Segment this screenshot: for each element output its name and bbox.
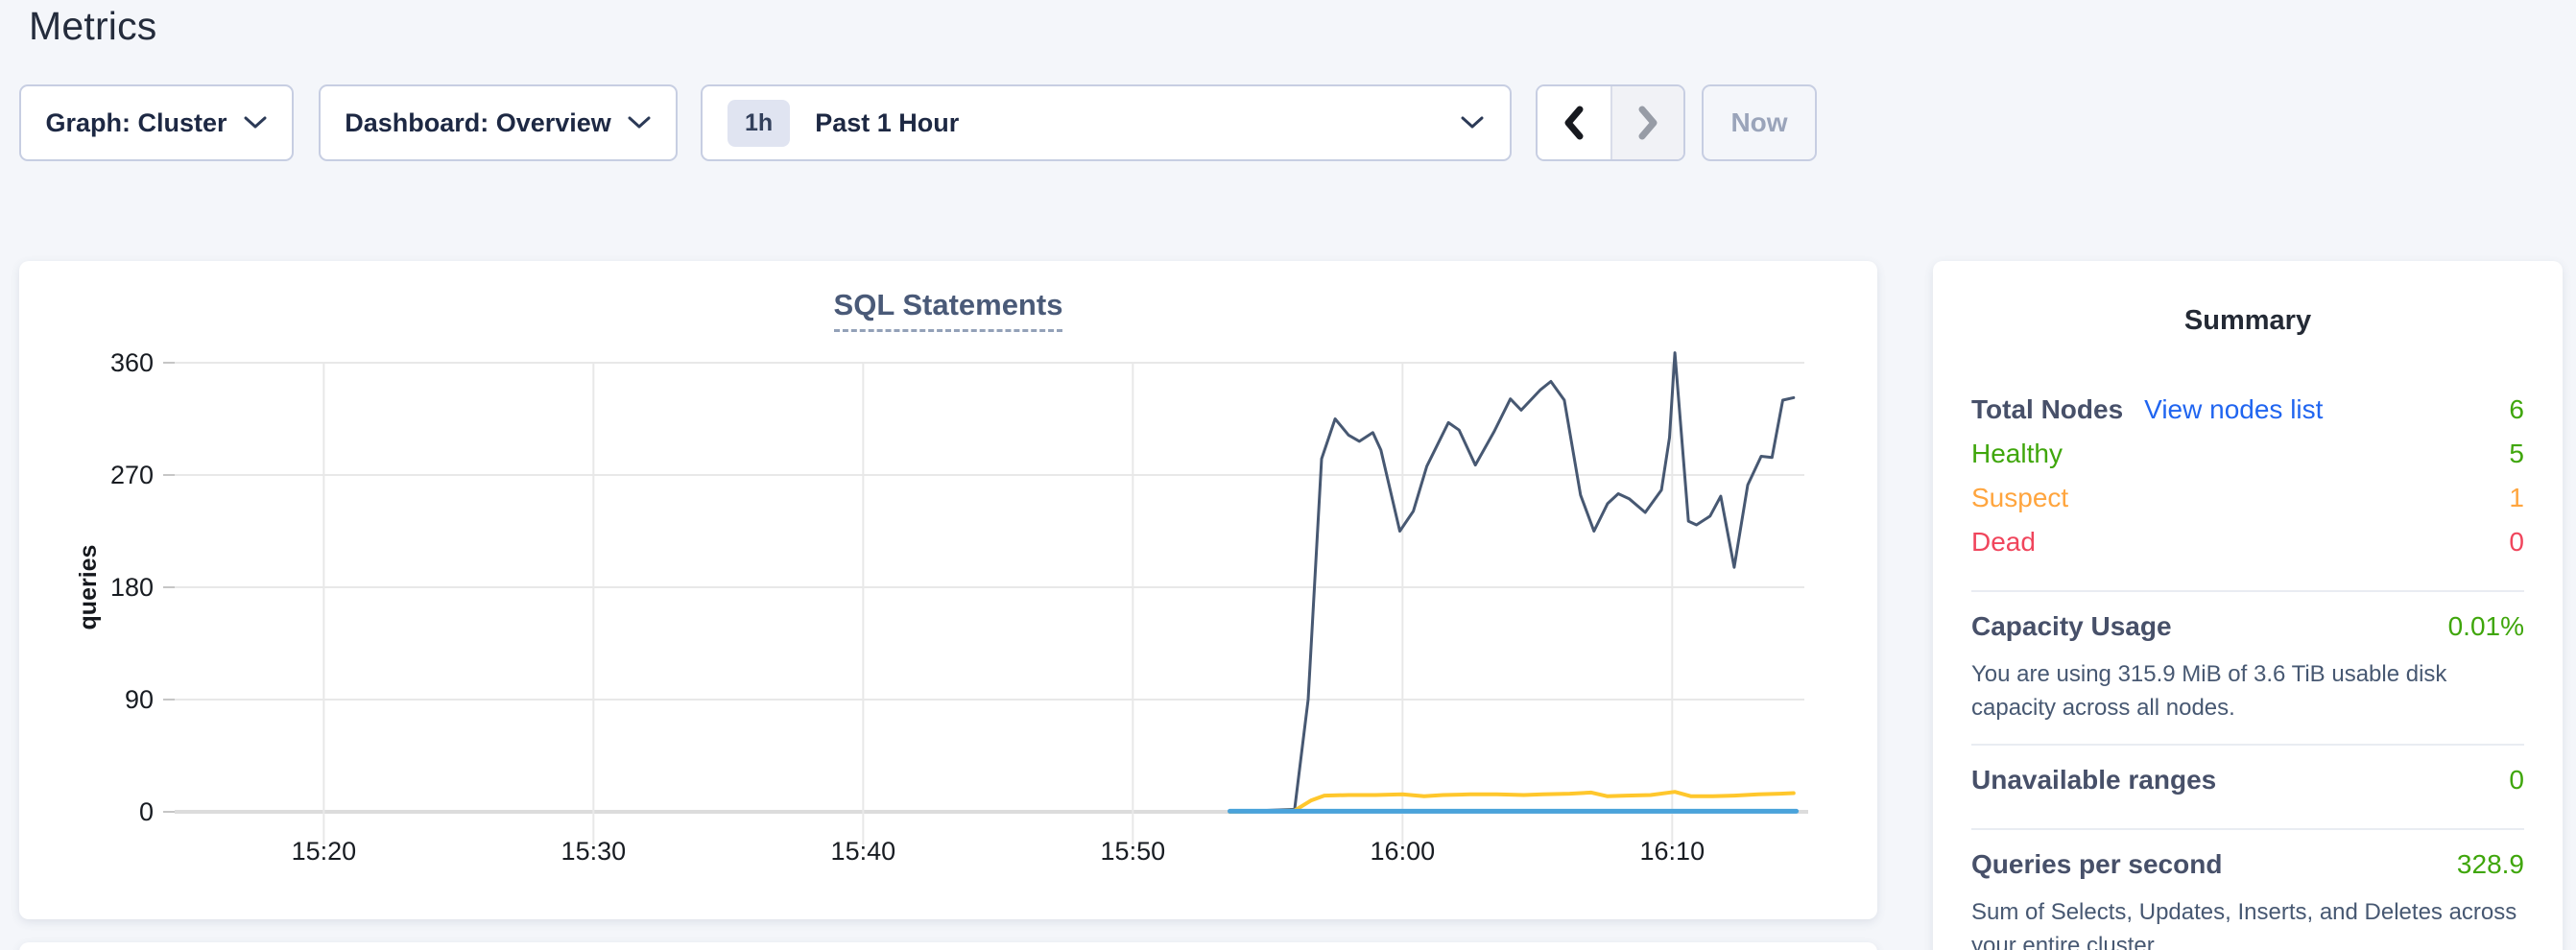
graph-dropdown[interactable]: Graph: Cluster <box>19 84 294 161</box>
view-nodes-list-link[interactable]: View nodes list <box>2144 394 2324 424</box>
queries-per-second-description: Sum of Selects, Updates, Inserts, and De… <box>1971 899 2517 950</box>
suspect-nodes-row: Suspect 1 <box>1971 483 2524 527</box>
svg-text:180: 180 <box>110 573 154 602</box>
next-chart-card-partial <box>19 942 1877 950</box>
healthy-label: Healthy <box>1971 439 2063 468</box>
summary-title: Summary <box>2183 305 2312 336</box>
chevron-left-icon <box>1564 106 1584 140</box>
toolbar: Graph: Cluster Dashboard: Overview 1h Pa… <box>0 84 2576 161</box>
total-nodes-value: 6 <box>2509 394 2524 424</box>
time-range-label: Past 1 Hour <box>815 107 960 137</box>
chevron-right-icon <box>1638 106 1658 140</box>
time-range-selector[interactable]: 1h Past 1 Hour <box>701 84 1512 161</box>
queries-per-second-value: 328.9 <box>2456 849 2524 879</box>
capacity-usage-description: You are using 315.9 MiB of 3.6 TiB usabl… <box>1971 661 2447 721</box>
capacity-usage-value: 0.01% <box>2447 611 2524 641</box>
yellow-line <box>1228 790 1796 814</box>
svg-text:15:50: 15:50 <box>1101 837 1166 866</box>
svg-text:queries: queries <box>75 545 102 630</box>
divider <box>1971 590 2524 592</box>
sql-statements-chart-card: SQL Statements 0 90 180 270 360 15:20 15:30 15:… <box>19 261 1877 919</box>
now-button[interactable]: Now <box>1702 84 1817 161</box>
next-range-button[interactable] <box>1610 86 1683 159</box>
dashboard-dropdown[interactable]: Dashboard: Overview <box>319 84 678 161</box>
svg-text:15:40: 15:40 <box>831 837 896 866</box>
svg-text:0: 0 <box>139 797 154 826</box>
time-range-badge: 1h <box>727 99 791 147</box>
dead-nodes-row: Dead 0 <box>1971 527 2524 571</box>
chevron-down-icon <box>628 116 651 129</box>
chevron-down-icon <box>1461 116 1484 129</box>
svg-text:90: 90 <box>125 685 154 714</box>
prev-range-button[interactable] <box>1538 86 1610 159</box>
svg-text:270: 270 <box>110 461 154 489</box>
unavailable-ranges-label: Unavailable ranges <box>1971 765 2217 795</box>
dead-value: 0 <box>2509 527 2524 557</box>
healthy-value: 5 <box>2509 439 2524 468</box>
graph-dropdown-label: Graph: Cluster <box>45 107 227 137</box>
capacity-usage-row: Capacity Usage 0.01% <box>1971 611 2524 655</box>
svg-text:360: 360 <box>110 348 154 377</box>
chart-title-wrap: SQL Statements <box>19 288 1877 332</box>
dark-blue-line <box>1228 351 1796 814</box>
queries-per-second-row: Queries per second 328.9 <box>1971 849 2524 893</box>
suspect-label: Suspect <box>1971 483 2069 512</box>
capacity-usage-label: Capacity Usage <box>1971 611 2172 641</box>
dashboard-dropdown-label: Dashboard: Overview <box>345 107 611 137</box>
summary-panel: Summary Total Nodes View nodes list 6 He… <box>1933 261 2563 950</box>
page-title: Metrics <box>29 4 157 48</box>
unavailable-ranges-row: Unavailable ranges 0 <box>1971 765 2524 809</box>
queries-per-second-label: Queries per second <box>1971 849 2223 879</box>
suspect-value: 1 <box>2509 483 2524 512</box>
healthy-nodes-row: Healthy 5 <box>1971 439 2524 483</box>
svg-text:16:00: 16:00 <box>1371 837 1436 866</box>
svg-text:16:10: 16:10 <box>1640 837 1705 866</box>
svg-text:15:30: 15:30 <box>561 837 627 866</box>
svg-text:15:20: 15:20 <box>292 837 357 866</box>
divider <box>1971 828 2524 830</box>
divider <box>1971 744 2524 746</box>
chart-title: SQL Statements <box>833 288 1063 332</box>
time-range-arrows <box>1536 84 1685 161</box>
sql-statements-chart: 0 90 180 270 360 15:20 15:30 15:40 15:50 16:00 16:… <box>75 348 1808 866</box>
total-nodes-label: Total Nodes <box>1971 394 2124 424</box>
chevron-down-icon <box>244 116 267 129</box>
total-nodes-row: Total Nodes View nodes list 6 <box>1971 394 2524 439</box>
dead-label: Dead <box>1971 527 2036 557</box>
unavailable-ranges-value: 0 <box>2509 765 2524 795</box>
